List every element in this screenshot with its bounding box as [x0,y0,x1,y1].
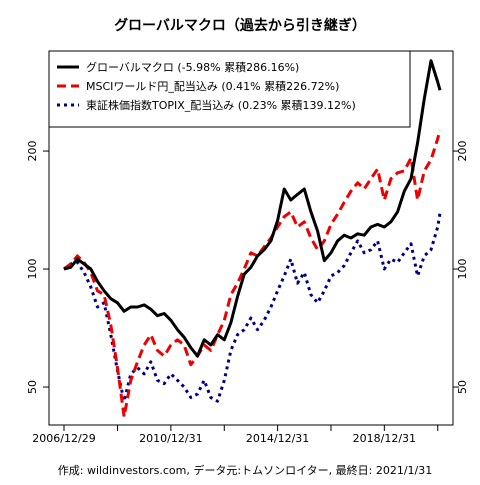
x-tick-label: 2018/12/31 [353,432,416,445]
y-tick-label-left: 200 [26,141,39,162]
series-layer [63,59,442,419]
axis-ticks: 50 50 100 100 200 200 2006/12/29 2010/12/31 2014… [26,141,469,445]
x-tick-label: 2006/12/29 [32,432,95,445]
series-line-0 [63,59,442,358]
y-tick-label-left: 50 [26,380,39,394]
chart-title: グローバルマクロ（過去から引き継ぎ） [114,17,366,34]
chart-footer: 作成: wildinvestors.com, データ元:トムソンロイター, 最終… [58,463,432,477]
y-tick-label-left: 100 [26,259,39,280]
legend-label-1: MSCIワールド円_配当込み (0.41% 累積226.72%) [86,79,339,93]
legend-box [48,50,411,128]
legend: グローバルマクロ (-5.98% 累積286.16%) MSCIワールド円_配当込… [48,50,411,128]
y-tick-label-right: 200 [456,141,469,162]
series-line-2 [63,212,442,403]
x-tick-label: 2010/12/31 [139,432,202,445]
y-tick-label-right: 100 [456,259,469,280]
y-tick-label-right: 50 [456,380,469,394]
legend-label-0: グローバルマクロ (-5.98% 累積286.16%) [86,60,299,74]
x-tick-label: 2014/12/31 [246,432,309,445]
series-line-1 [63,129,442,419]
legend-label-2: 東証株価指数TOPIX_配当込み (0.23% 累積139.12%) [86,98,356,112]
